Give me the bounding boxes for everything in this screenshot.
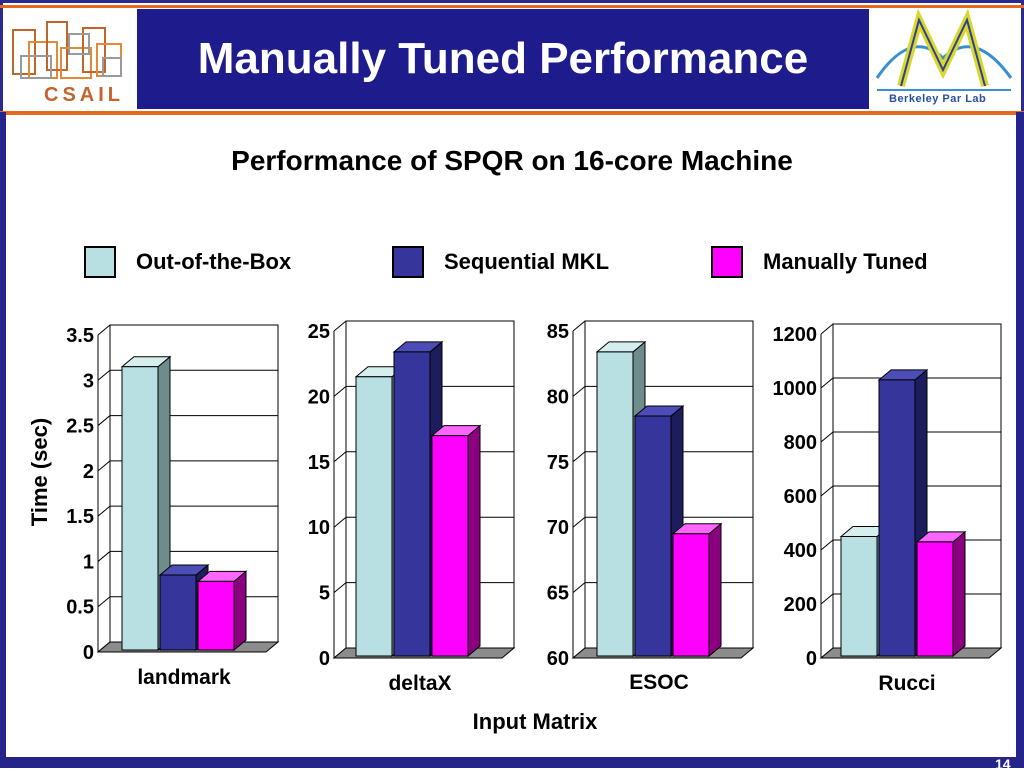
bar-Rucci-1 <box>878 379 916 657</box>
left-border-band <box>0 112 6 768</box>
gridline-depth-ESOC <box>572 386 586 397</box>
bar-deltaX-2 <box>431 435 469 657</box>
bar-landmark-0 <box>121 366 159 651</box>
legend-item-manually-tuned: Manually Tuned <box>711 244 928 280</box>
gridline-depth-deltaX <box>333 451 347 463</box>
y-tick-label-landmark: 3 <box>83 370 94 392</box>
gridline-depth-Rucci <box>820 593 834 605</box>
y-tick-label-Rucci: 800 <box>784 432 817 454</box>
legend-swatch-sequential-mkl <box>392 246 424 278</box>
title-band <box>137 9 869 109</box>
y-tick-label-Rucci: 200 <box>784 594 817 616</box>
y-tick-label-landmark: 1 <box>83 551 94 573</box>
y-tick-label-deltaX: 10 <box>308 517 330 539</box>
bar-deltaX-0 <box>355 376 393 657</box>
par-lab-logo-text: Berkeley Par Lab <box>889 93 987 105</box>
berkeley-par-lab-logo <box>871 8 1016 111</box>
bar-side-Rucci-2 <box>952 530 966 658</box>
gridline-depth-landmark <box>97 551 111 562</box>
y-tick-label-landmark: 2 <box>83 461 94 483</box>
x-category-label-Rucci: Rucci <box>878 672 935 695</box>
gridline-depth-deltaX <box>333 516 347 528</box>
gridline-depth-landmark <box>97 505 111 517</box>
gridline-depth-Rucci <box>820 485 834 497</box>
bar-side-ESOC-2 <box>708 522 722 658</box>
gridline-depth-landmark <box>97 415 111 426</box>
y-tick-label-deltaX: 25 <box>308 321 330 343</box>
bar-side-landmark-2 <box>233 570 247 652</box>
x-category-label-deltaX: deltaX <box>388 672 451 695</box>
gridline-depth-landmark <box>97 324 111 336</box>
par-lab-logo-graphic <box>875 8 1013 91</box>
y-tick-label-deltaX: 15 <box>308 452 330 474</box>
y-tick-label-Rucci: 400 <box>784 540 817 562</box>
y-axis-title: Time (sec) <box>27 418 52 526</box>
gridline-depth-Rucci <box>820 323 834 335</box>
bar-ESOC-2 <box>672 533 710 657</box>
y-tick-label-Rucci: 1000 <box>773 378 818 400</box>
y-tick-label-Rucci: 1200 <box>773 324 818 346</box>
gridline-depth-ESOC <box>572 516 586 528</box>
gridline-depth-Rucci <box>820 539 834 551</box>
bar-landmark-2 <box>197 580 235 651</box>
gridline-depth-ESOC <box>572 582 586 593</box>
legend-item-sequential-mkl: Sequential MKL <box>392 244 609 280</box>
y-tick-label-Rucci: 0 <box>806 648 817 670</box>
chart-title: Performance of SPQR on 16-core Machine <box>231 145 793 176</box>
y-tick-label-Rucci: 600 <box>784 486 817 508</box>
header-divider <box>0 111 1024 115</box>
legend-swatch-out-of-the-box <box>84 246 116 278</box>
y-tick-label-ESOC: 80 <box>547 386 569 408</box>
bar-landmark-1 <box>159 574 197 651</box>
legend-label-sequential-mkl: Sequential MKL <box>444 249 610 274</box>
gridline-depth-deltaX <box>333 582 347 593</box>
gridline-depth-landmark <box>97 460 111 472</box>
top-accent-line <box>0 5 1024 8</box>
x-category-label-ESOC: ESOC <box>629 671 689 694</box>
y-tick-label-ESOC: 65 <box>547 583 569 605</box>
x-axis-title: Input Matrix <box>473 709 598 734</box>
legend-swatch-manually-tuned <box>711 246 743 278</box>
y-tick-label-ESOC: 75 <box>547 452 569 474</box>
y-tick-label-ESOC: 85 <box>547 321 569 343</box>
y-tick-label-landmark: 2.5 <box>66 416 94 438</box>
y-tick-label-landmark: 0.5 <box>66 597 94 619</box>
bar-Rucci-0 <box>840 536 878 657</box>
y-tick-label-landmark: 1.5 <box>66 506 94 528</box>
y-tick-label-ESOC: 60 <box>547 648 569 670</box>
bar-Rucci-2 <box>916 541 954 657</box>
csail-logo-text: CSAIL <box>44 84 124 106</box>
bar-ESOC-0 <box>596 351 634 657</box>
slide-title: Manually Tuned Performance <box>197 34 809 83</box>
y-tick-label-landmark: 3.5 <box>66 325 94 347</box>
csail-logo <box>3 8 135 111</box>
gridline-depth-Rucci <box>820 377 834 389</box>
gridline-depth-ESOC <box>572 320 586 332</box>
gridline-depth-landmark <box>97 596 111 608</box>
gridline-depth-Rucci <box>820 431 834 443</box>
legend-item-out-of-the-box: Out-of-the-Box <box>84 244 291 280</box>
gridline-depth-deltaX <box>333 386 347 397</box>
gridline-depth-ESOC <box>572 451 586 463</box>
bar-ESOC-1 <box>634 415 672 657</box>
bar-deltaX-1 <box>393 351 431 657</box>
gridline-depth-deltaX <box>333 320 347 332</box>
csail-logo-graphic <box>12 21 122 79</box>
y-tick-label-deltaX: 0 <box>319 648 330 670</box>
y-tick-label-deltaX: 20 <box>308 386 330 408</box>
y-tick-label-ESOC: 70 <box>547 517 569 539</box>
gridline-depth-landmark <box>97 369 111 381</box>
y-tick-label-landmark: 0 <box>83 642 94 664</box>
y-tick-label-deltaX: 5 <box>319 583 330 605</box>
x-category-label-landmark: landmark <box>137 666 231 689</box>
legend-label-manually-tuned: Manually Tuned <box>763 249 928 274</box>
bar-side-deltaX-2 <box>467 424 481 658</box>
bottom-border-band <box>0 757 1024 768</box>
legend-label-out-of-the-box: Out-of-the-Box <box>136 249 292 274</box>
right-border-band <box>1016 112 1024 768</box>
